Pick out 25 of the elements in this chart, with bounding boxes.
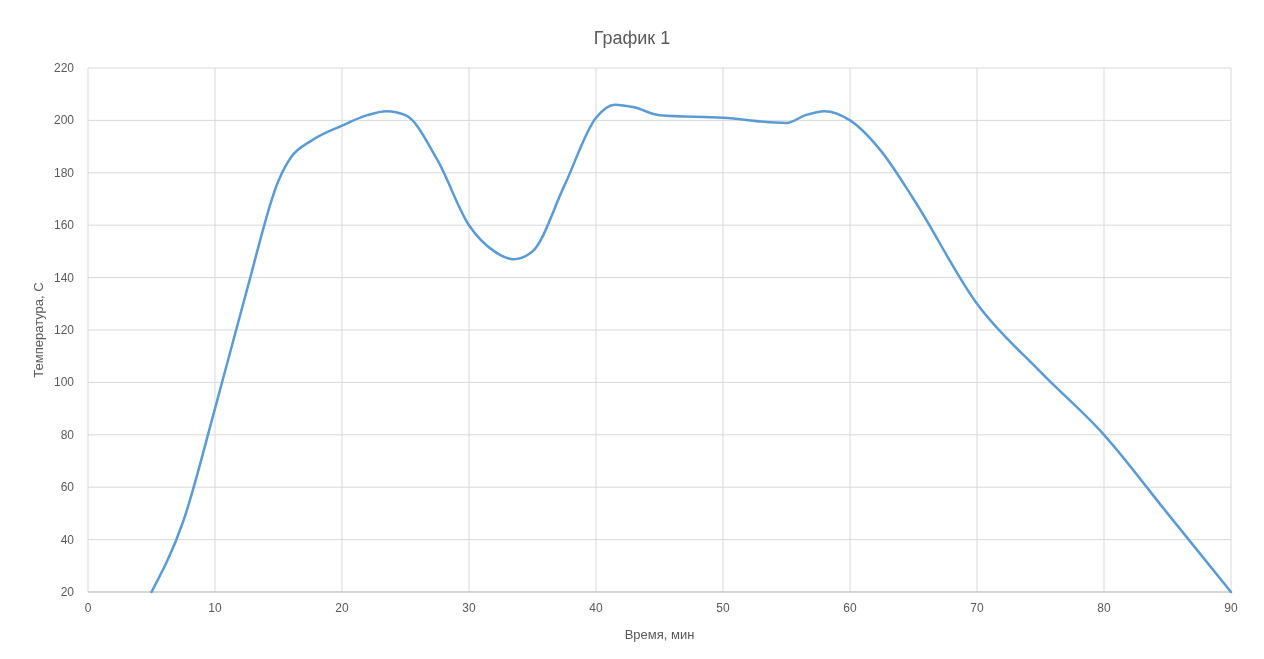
y-tick-label: 20: [60, 585, 75, 599]
x-tick-label: 70: [970, 601, 984, 615]
x-tick-label: 0: [84, 601, 92, 615]
x-tick-label: 40: [589, 601, 603, 615]
x-tick-label: 50: [716, 601, 730, 615]
y-tick-label: 80: [60, 427, 75, 442]
x-axis-title: Время, мин: [624, 627, 695, 642]
x-tick-label: 30: [462, 601, 476, 615]
y-tick-label: 40: [60, 532, 75, 547]
y-tick-label: 140: [53, 270, 75, 285]
x-tick-label: 80: [1097, 601, 1111, 615]
y-tick-label: 200: [53, 113, 75, 128]
x-tick-label: 10: [208, 601, 222, 615]
y-tick-label: 100: [53, 375, 75, 390]
y-tick-label: 120: [53, 323, 75, 337]
line-series: [150, 103, 1233, 594]
y-tick-label: 220: [53, 61, 75, 75]
y-tick-label: 180: [53, 165, 75, 180]
chart-title: График 1: [593, 28, 671, 48]
y-axis-title: Температура, С: [31, 282, 46, 378]
x-tick-label: 90: [1224, 601, 1238, 615]
y-tick-label: 160: [53, 218, 75, 233]
y-tick-label: 60: [60, 480, 75, 495]
x-tick-label: 60: [843, 601, 857, 615]
x-tick-label: 20: [335, 601, 349, 615]
